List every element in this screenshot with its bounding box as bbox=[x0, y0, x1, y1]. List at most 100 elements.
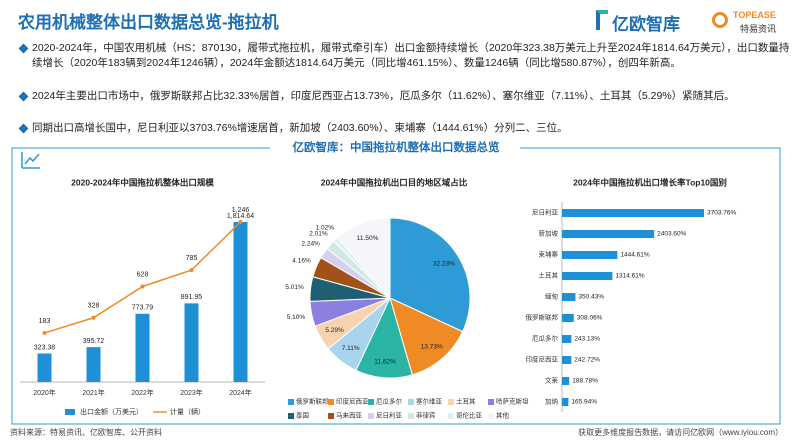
pie-value-label: 4.16% bbox=[292, 257, 311, 264]
legend-label: 厄瓜多尔 bbox=[376, 397, 403, 406]
logo-icon bbox=[712, 12, 728, 28]
page-title: 农用机械整体出口数据总览-拖拉机 bbox=[18, 13, 279, 32]
legend-label: 计量（辆） bbox=[170, 407, 205, 416]
legend-swatch bbox=[288, 399, 294, 405]
bar bbox=[233, 222, 248, 382]
legend-label: 菲律宾 bbox=[416, 411, 436, 420]
y-tick-label: 文莱 bbox=[545, 376, 559, 385]
line-point bbox=[238, 220, 243, 224]
panel-title-bg bbox=[270, 140, 520, 156]
legend-label: 哥伦比亚 bbox=[456, 411, 483, 420]
legend-label: 尼日利亚 bbox=[376, 411, 403, 420]
source: 资料来源：特易资讯、亿欧智库、公开资料 bbox=[10, 428, 162, 437]
legend-label: 泰国 bbox=[296, 411, 309, 420]
bullet: 同期出口高增长国中，尼日利亚以3703.76%增速居首，新加坡（2403.60%… bbox=[20, 121, 793, 136]
legend-swatch bbox=[328, 413, 334, 419]
pie-value-label: 11.50% bbox=[357, 235, 379, 242]
bar-value-label: 773.79 bbox=[132, 305, 154, 312]
bar-value-label: 395.72 bbox=[83, 338, 105, 345]
legend-label: 俄罗斯联邦 bbox=[296, 397, 329, 406]
x-tick-label: 2024年 bbox=[229, 388, 252, 397]
pie-slice bbox=[389, 217, 471, 333]
legend-swatch bbox=[408, 399, 414, 405]
bar-value-label: 243.13% bbox=[574, 336, 600, 343]
pie-slice bbox=[312, 257, 391, 299]
legend-swatch bbox=[328, 399, 334, 405]
legend-swatch bbox=[488, 399, 494, 405]
bar bbox=[37, 353, 52, 382]
line-value-label: 1,246 bbox=[232, 207, 250, 214]
x-tick-label: 2023年 bbox=[180, 388, 203, 397]
bar-value-label: 891.95 bbox=[181, 294, 203, 301]
pie-slice bbox=[314, 297, 391, 350]
x-tick-label: 2020年 bbox=[33, 388, 56, 397]
bar bbox=[562, 335, 572, 343]
pie-value-label: 11.62% bbox=[374, 359, 396, 366]
pie-value-label: 7.11% bbox=[342, 345, 360, 352]
y-tick-label: 尼日利亚 bbox=[532, 208, 559, 217]
y-tick-label: 印度尼西亚 bbox=[526, 355, 559, 364]
bar-value-label: 1444.61% bbox=[620, 252, 649, 259]
bar bbox=[562, 251, 618, 259]
bullet: 2020-2024年，中国农用机械（HS：870130，履带式拖拉机，履带式牵引… bbox=[20, 41, 793, 70]
panel-border bbox=[11, 147, 781, 425]
logo-topease-sub: 特易资讯 bbox=[740, 24, 777, 34]
legend-swatch bbox=[368, 399, 374, 405]
line-point bbox=[91, 315, 96, 320]
bar bbox=[562, 293, 576, 301]
pie-value-label: 2.24% bbox=[301, 241, 320, 248]
pie-slice bbox=[336, 217, 391, 300]
y-tick-label: 俄罗斯联邦 bbox=[526, 313, 559, 322]
bar-value-label: 323.38 bbox=[34, 344, 56, 351]
pie-value-label: 32.23% bbox=[433, 260, 455, 267]
legend-swatch bbox=[288, 413, 294, 419]
panel-icon bbox=[21, 152, 40, 169]
line-value-label: 183 bbox=[39, 318, 51, 325]
bar bbox=[562, 356, 572, 364]
legend-label: 哈萨克斯坦 bbox=[496, 397, 529, 406]
pie-slice bbox=[327, 297, 391, 372]
pie-value-label: 2.01% bbox=[309, 231, 328, 238]
pie-slice bbox=[355, 296, 413, 379]
x-tick-label: 2022年 bbox=[131, 388, 154, 397]
pie-slice bbox=[320, 247, 391, 299]
bullet: 2024年主要出口市场中，俄罗斯联邦占比32.33%居首，印度尼西亚占13.73… bbox=[20, 89, 793, 104]
legend-swatch bbox=[368, 413, 374, 419]
bar bbox=[184, 303, 199, 382]
y-tick-label: 新加坡 bbox=[539, 229, 559, 238]
bar-value-label: 308.06% bbox=[577, 315, 603, 322]
bar-value-label: 242.72% bbox=[574, 357, 600, 364]
logo-topease: TOPEASE bbox=[733, 10, 776, 20]
legend-label: 马来西亚 bbox=[336, 412, 363, 420]
y-tick-label: 柬埔寨 bbox=[539, 250, 559, 259]
line bbox=[44, 221, 242, 334]
bar-value-label: 350.43% bbox=[578, 294, 604, 301]
panel-title: 亿欧智库：中国拖拉机整体出口数据总览 bbox=[293, 140, 500, 154]
bar bbox=[562, 272, 613, 280]
bar bbox=[562, 230, 655, 238]
footer-link: 获取更多维度报告数据，请访问亿欧网（www.iyiou.com） bbox=[578, 428, 783, 437]
bar bbox=[135, 313, 150, 382]
line-point bbox=[189, 268, 194, 273]
legend-swatch bbox=[448, 399, 454, 405]
line-value-label: 628 bbox=[137, 271, 149, 278]
pie-slice bbox=[326, 240, 391, 299]
bar bbox=[86, 347, 101, 382]
line-value-label: 328 bbox=[88, 303, 100, 310]
chart-title: 2024年中国拖拉机出口目的地区域占比 bbox=[321, 177, 468, 187]
pie-value-label: 13.73% bbox=[421, 343, 443, 350]
legend-swatch bbox=[488, 413, 494, 419]
bar-value-label: 1314.61% bbox=[615, 273, 644, 280]
bar-value-label: 165.94% bbox=[571, 399, 597, 406]
bar-value-label: 3703.76% bbox=[707, 210, 736, 217]
chart-title: 2020-2024年中国拖拉机整体出口规模 bbox=[71, 177, 214, 187]
pie-value-label: 1.02% bbox=[316, 224, 335, 231]
legend-swatch bbox=[65, 409, 75, 415]
bar-value-label: 1,814.64 bbox=[227, 213, 254, 220]
pie-slice bbox=[389, 297, 464, 376]
line-point bbox=[42, 330, 47, 335]
bar bbox=[562, 377, 570, 385]
legend-label: 塞尔维亚 bbox=[416, 397, 443, 406]
legend-swatch bbox=[408, 413, 414, 419]
logo-icon bbox=[596, 10, 608, 30]
